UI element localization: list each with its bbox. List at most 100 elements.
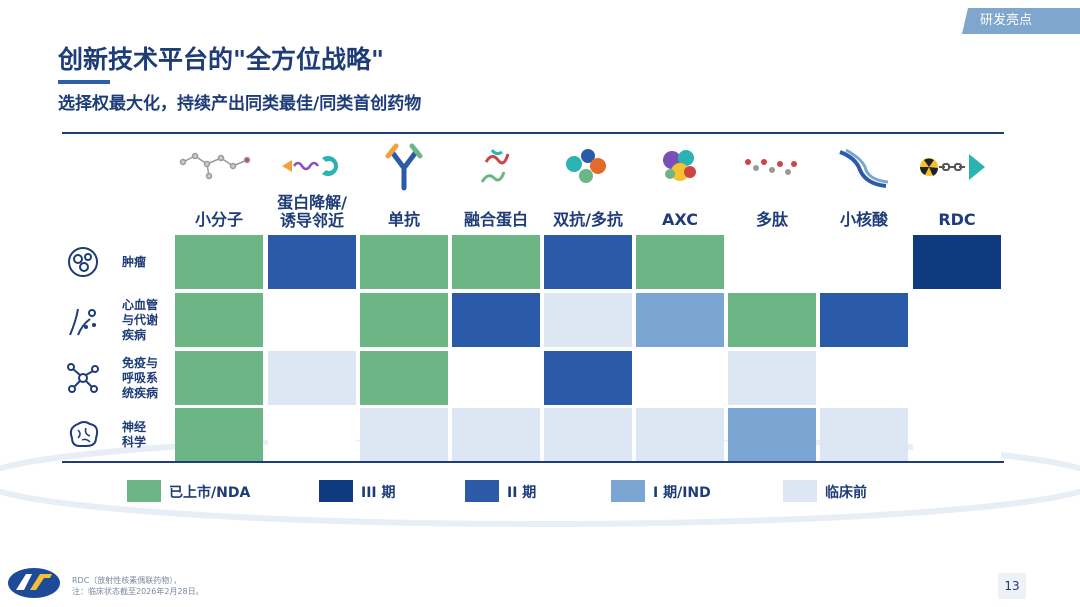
matrix-cell [544, 408, 632, 462]
column-header: 小分子 [175, 211, 263, 229]
legend-label: 已上市/NDA [169, 485, 251, 501]
matrix-cell [452, 235, 540, 289]
molecule-network-icon [64, 359, 102, 397]
legend-label: 临床前 [825, 485, 867, 501]
column-header: 双抗/多抗 [544, 211, 632, 229]
matrix-cell [820, 408, 908, 462]
fusion-protein-icon [452, 142, 540, 192]
row-header-line: 肿瘤 [122, 254, 147, 269]
column-header-line: 多肽 [755, 210, 788, 229]
matrix-cell [728, 408, 816, 462]
table-bottom-rule [62, 461, 1004, 463]
matrix-cell [360, 408, 448, 462]
column-header-line: RDC [938, 210, 976, 229]
footnote-status-date: 注：临床状态截至2026年2月28日。 [72, 587, 204, 596]
column-header: AXC [636, 211, 724, 229]
matrix-cell [268, 235, 356, 289]
row-header-line: 呼吸系 [122, 370, 159, 385]
matrix-cell [360, 351, 448, 405]
legend-label: II 期 [507, 485, 537, 501]
matrix-cell [820, 351, 908, 405]
column-header-line: 小分子 [194, 210, 243, 229]
page-subtitle: 选择权最大化，持续产出同类最佳/同类首创药物 [58, 94, 422, 114]
page-number: 13 [998, 573, 1026, 599]
matrix-cell [636, 235, 724, 289]
matrix-cell [544, 351, 632, 405]
brain-icon [64, 416, 102, 454]
matrix-cell [175, 293, 263, 347]
row-header: 肿瘤 [122, 255, 146, 270]
matrix-cell [268, 293, 356, 347]
matrix-cell [360, 293, 448, 347]
column-header: 蛋白降解/诱导邻近 [268, 194, 356, 230]
legend-label: I 期/IND [653, 485, 711, 501]
column-header-line: 双抗/多抗 [553, 210, 623, 229]
legend-label: III 期 [361, 485, 396, 501]
matrix-cell [636, 351, 724, 405]
legend-swatch [319, 480, 353, 502]
column-header: 单抗 [360, 211, 448, 229]
matrix-cell [636, 408, 724, 462]
row-header-line: 免疫与 [122, 355, 159, 370]
matrix-cell [360, 235, 448, 289]
rdc-icon [913, 142, 1001, 192]
cells-icon [64, 243, 102, 281]
row-header: 免疫与 呼吸系 统疾病 [122, 356, 158, 401]
column-header-line: AXC [662, 210, 698, 229]
axc-icon [636, 142, 724, 192]
row-header-line: 神经 [122, 420, 147, 434]
matrix-cell [175, 351, 263, 405]
bispecific-antibody-icon [544, 142, 632, 192]
matrix-cell [913, 235, 1001, 289]
matrix-cell [175, 235, 263, 289]
oligonucleotide-icon [820, 142, 908, 192]
column-header: 多肽 [728, 211, 816, 229]
row-header-line: 疾病 [122, 327, 147, 342]
column-header-line: 融合蛋白 [463, 210, 528, 229]
footnote-rdc: RDC（放射性核素偶联药物）， [72, 576, 182, 585]
matrix-cell [820, 235, 908, 289]
matrix-cell [728, 351, 816, 405]
matrix-cell [544, 235, 632, 289]
legend-swatch [611, 480, 645, 502]
small-molecule-icon [175, 142, 263, 192]
column-header-line: 诱导邻近 [279, 211, 344, 230]
row-header-line: 与代谢 [122, 312, 159, 327]
matrix-cell [268, 408, 356, 462]
legend-swatch [465, 480, 499, 502]
matrix-cell [636, 293, 724, 347]
matrix-cell [175, 408, 263, 462]
column-header: RDC [913, 211, 1001, 229]
peptide-icon [728, 142, 816, 192]
matrix-cell [913, 351, 1001, 405]
page-title: 创新技术平台的"全方位战略" [58, 45, 385, 74]
column-header-line: 小核酸 [839, 210, 888, 229]
matrix-cell [452, 351, 540, 405]
column-header: 融合蛋白 [452, 211, 540, 229]
legend-swatch [127, 480, 161, 502]
row-header-line: 心血管 [122, 297, 159, 312]
row-header: 神经 科学 [122, 420, 146, 450]
row-header-line: 统疾病 [122, 385, 159, 400]
legend-swatch [783, 480, 817, 502]
antibody-icon [360, 142, 448, 192]
column-header: 小核酸 [820, 211, 908, 229]
row-header: 心血管 与代谢 疾病 [122, 298, 158, 343]
matrix-cell [268, 351, 356, 405]
matrix-cell [544, 293, 632, 347]
matrix-cell [452, 408, 540, 462]
column-header-line: 蛋白降解/ [277, 193, 347, 212]
section-tag: 研发亮点 [962, 8, 1080, 34]
matrix-cell [820, 293, 908, 347]
title-accent-bar [58, 80, 110, 84]
matrix-cell [452, 293, 540, 347]
table-top-rule [62, 132, 1004, 134]
company-logo [8, 568, 60, 598]
matrix-cell [913, 408, 1001, 462]
metabolic-icon [64, 301, 102, 339]
protein-degrader-icon [268, 142, 356, 192]
matrix-cell [913, 293, 1001, 347]
matrix-cell [728, 235, 816, 289]
matrix-cell [728, 293, 816, 347]
row-header-line: 科学 [122, 435, 147, 449]
